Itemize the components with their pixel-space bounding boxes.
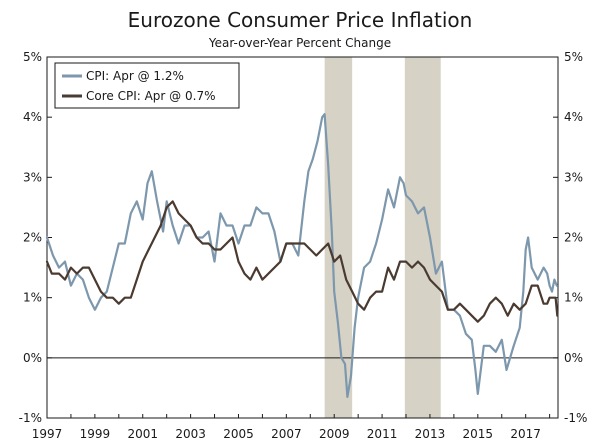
legend: CPI: Apr @ 1.2% Core CPI: Apr @ 0.7%	[54, 62, 240, 109]
x-tick-label: 2007	[271, 427, 302, 441]
x-tick-label: 2015	[463, 427, 494, 441]
y-tick-label-right: 3%	[564, 170, 583, 184]
legend-label-cpi: CPI: Apr @ 1.2%	[86, 69, 184, 83]
y-tick-label-left: 1%	[23, 291, 42, 305]
x-tick-label: 2013	[415, 427, 446, 441]
y-tick-label-right: 4%	[564, 110, 583, 124]
y-axis-right: 5% 4% 3% 2% 1% 0% -1%	[553, 50, 587, 425]
chart-subtitle: Year-over-Year Percent Change	[208, 36, 391, 50]
series-line-cpi	[45, 113, 558, 398]
recession-band-1	[324, 57, 353, 418]
chart-title: Eurozone Consumer Price Inflation	[128, 8, 473, 32]
y-tick-label-right: -1%	[564, 411, 587, 425]
y-tick-label-right: 5%	[564, 50, 583, 64]
x-tick-label: 2011	[367, 427, 398, 441]
series-lines	[45, 113, 559, 398]
y-tick-label-right: 0%	[564, 351, 583, 365]
x-tick-label: 2003	[175, 427, 206, 441]
y-tick-label-left: -1%	[19, 411, 42, 425]
y-tick-label-left: 0%	[23, 351, 42, 365]
legend-label-core-cpi: Core CPI: Apr @ 0.7%	[86, 89, 215, 103]
y-tick-label-left: 5%	[23, 50, 42, 64]
x-tick-label: 2009	[319, 427, 350, 441]
x-tick-label: 1997	[32, 427, 63, 441]
x-tick-label: 1999	[80, 427, 111, 441]
y-axis-left: 5% 4% 3% 2% 1% 0% -1%	[19, 50, 52, 425]
y-tick-label-left: 4%	[23, 110, 42, 124]
y-tick-label-right: 2%	[564, 231, 583, 245]
recession-band-2	[404, 57, 441, 418]
y-tick-label-left: 2%	[23, 231, 42, 245]
x-tick-label: 2017	[510, 427, 541, 441]
x-tick-label: 2001	[127, 427, 158, 441]
y-tick-label-left: 3%	[23, 170, 42, 184]
y-tick-label-right: 1%	[564, 291, 583, 305]
legend-box	[54, 62, 240, 109]
x-axis: 1997 1999 2001 2003 2005 2007 2009 2011 2013 2015…	[32, 414, 551, 441]
x-tick-label: 2005	[223, 427, 254, 441]
series-line-core-cpi	[45, 200, 559, 323]
